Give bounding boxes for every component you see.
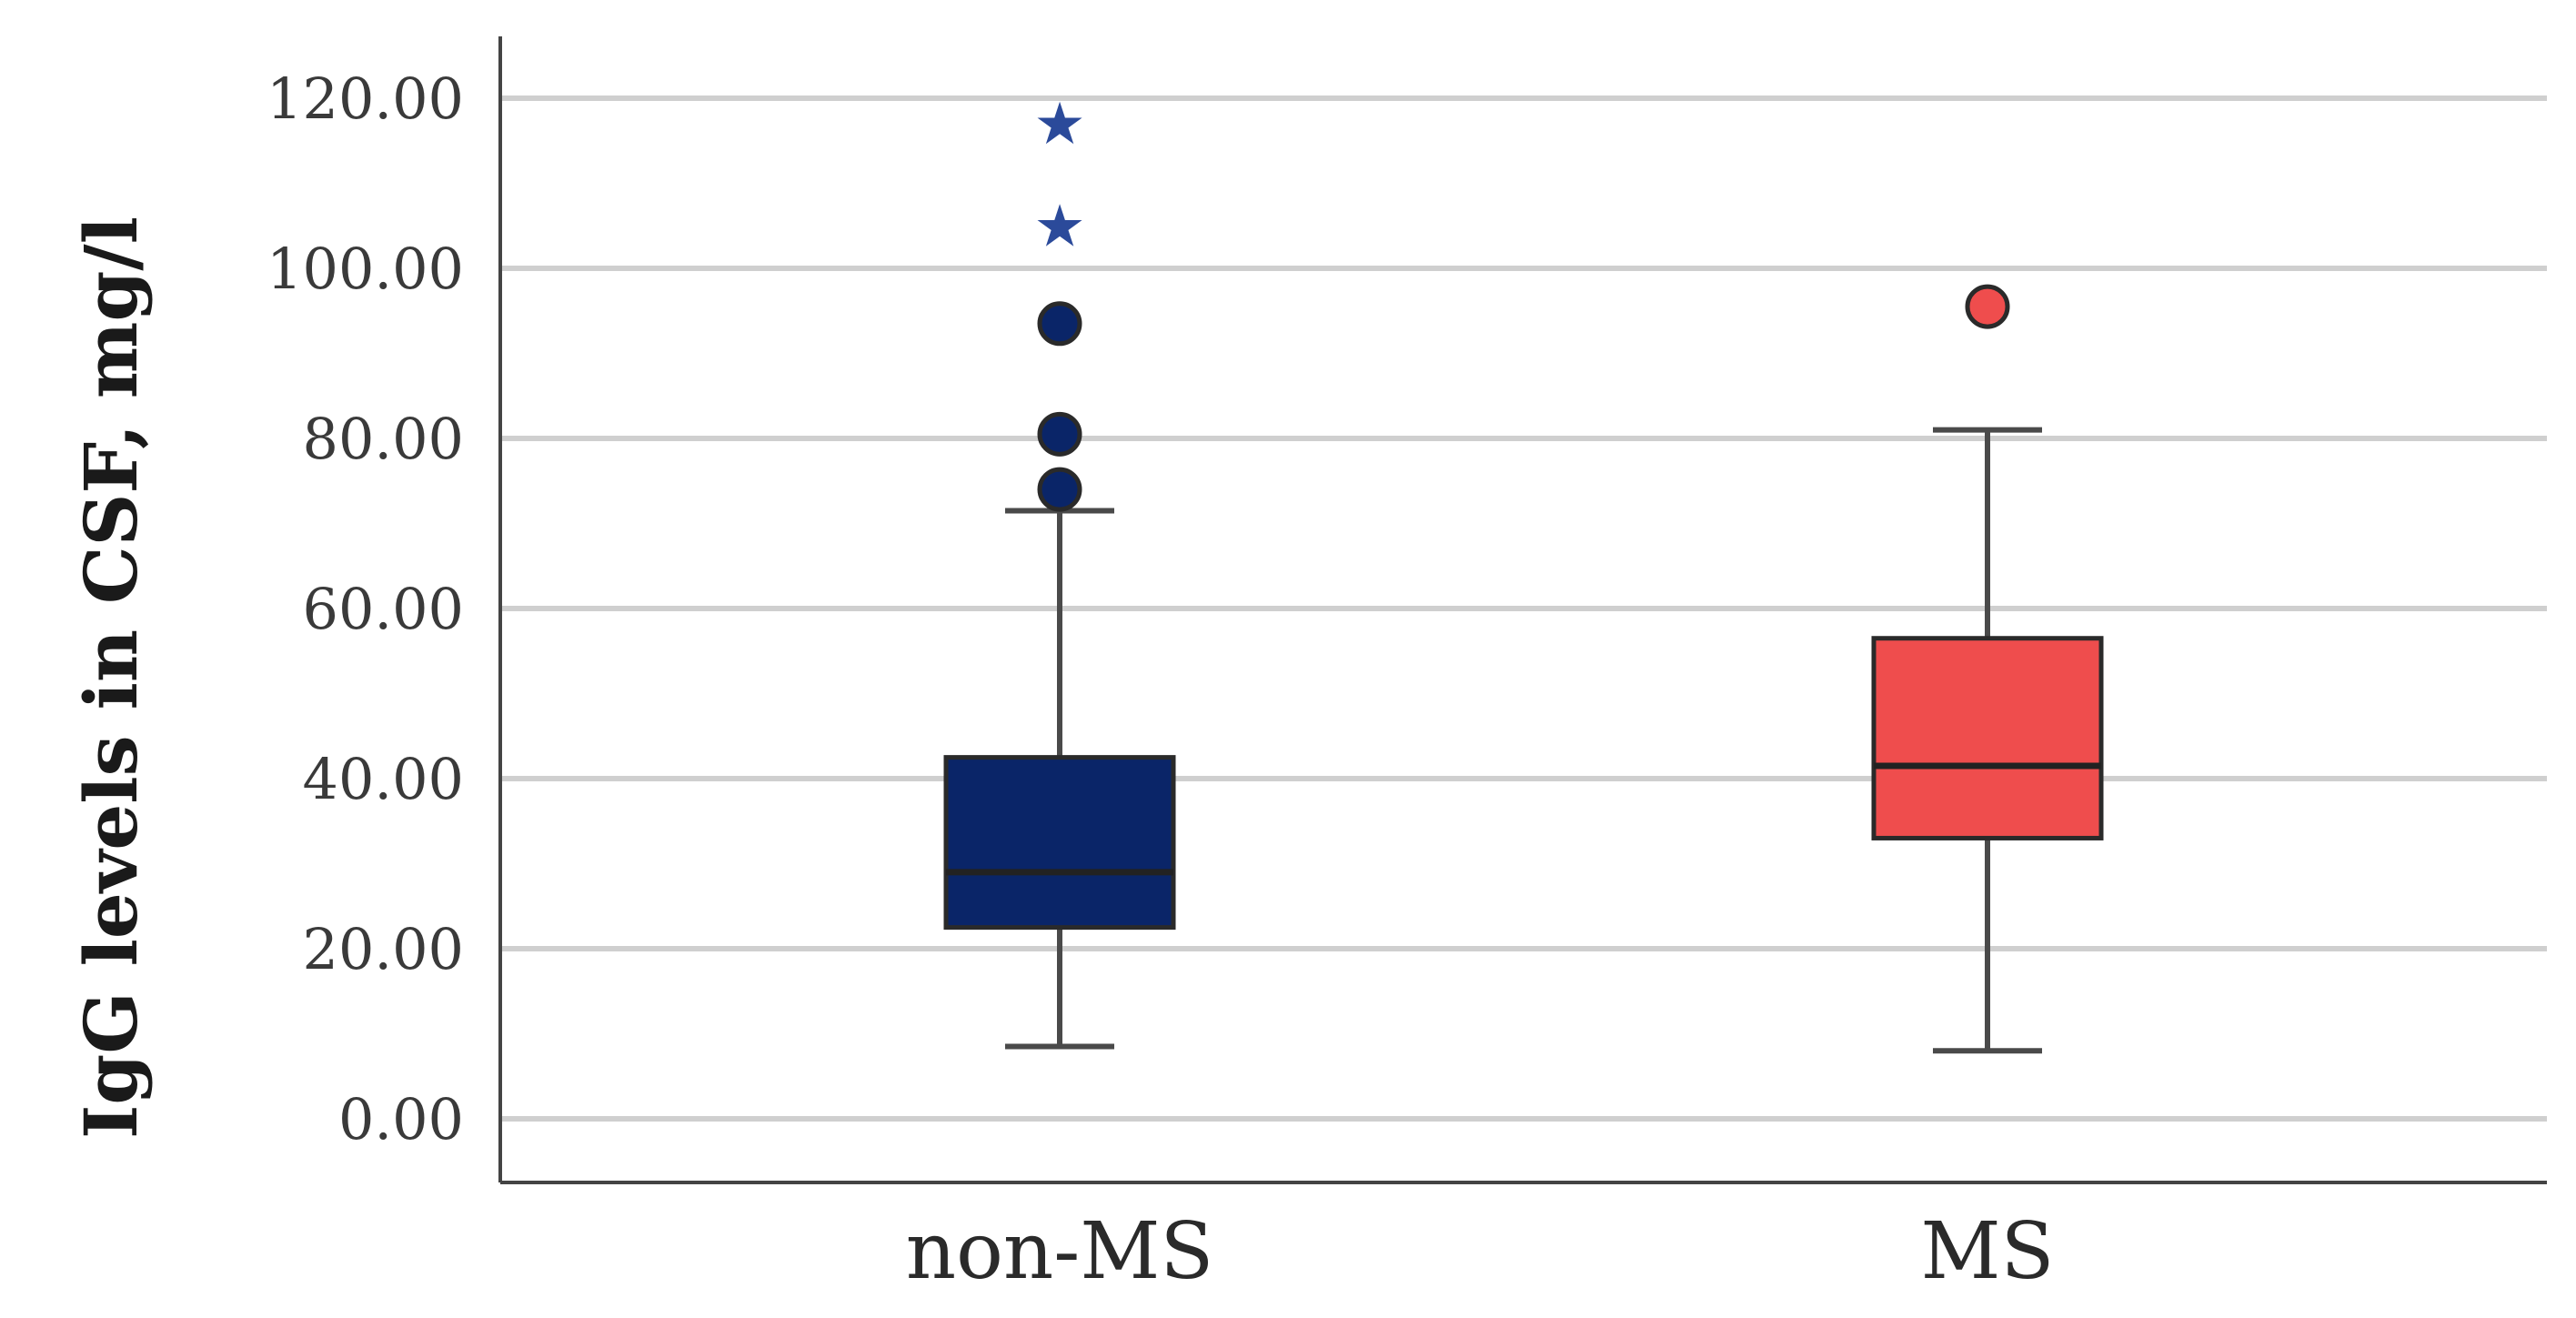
y-tick-label: 40.00 bbox=[303, 746, 465, 812]
y-axis-title: IgG levels in CSF, mg/l bbox=[68, 216, 154, 1139]
boxes: ★★ bbox=[943, 91, 2104, 1054]
y-tick-label: 20.00 bbox=[303, 916, 465, 982]
y-tick-label: 0.00 bbox=[338, 1086, 464, 1152]
outlier-point bbox=[1037, 467, 1082, 512]
extreme-point: ★ bbox=[1033, 91, 1085, 158]
x-category-label: non-MS bbox=[906, 1206, 1214, 1297]
extreme-point: ★ bbox=[1033, 193, 1085, 260]
x-category-label: MS bbox=[1921, 1206, 2055, 1297]
outlier-point bbox=[1965, 284, 2010, 329]
y-tick-label: 60.00 bbox=[303, 576, 465, 642]
category-labels: non-MS MS bbox=[906, 1206, 2055, 1297]
outlier-point bbox=[1037, 411, 1082, 457]
axes bbox=[498, 36, 2547, 1184]
box-group-non-ms: ★★ bbox=[943, 91, 1176, 1050]
y-tick-label: 100.00 bbox=[267, 236, 464, 302]
box-iqr bbox=[943, 755, 1176, 931]
y-tick-label: 120.00 bbox=[267, 65, 464, 132]
y-tick-label: 80.00 bbox=[303, 406, 465, 472]
outlier-point bbox=[1037, 301, 1082, 347]
y-tick-labels: 0.00 20.00 40.00 60.00 80.00 100.00 120.00 bbox=[267, 65, 464, 1152]
box-iqr bbox=[1871, 636, 2104, 840]
grid bbox=[500, 96, 2547, 1122]
box-group-ms bbox=[1871, 284, 2104, 1054]
